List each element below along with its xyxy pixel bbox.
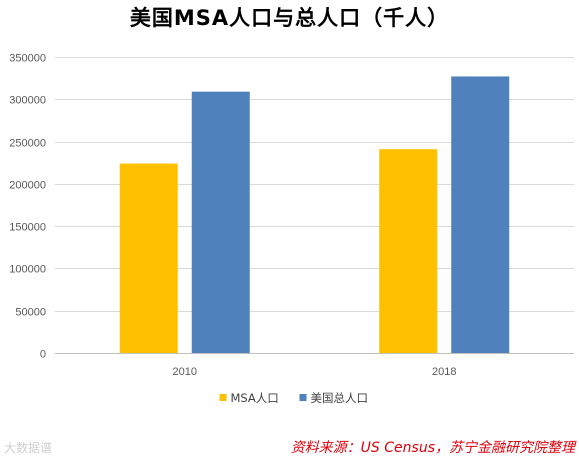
- source-note: 资料来源：US Census，苏宁金融研究院整理: [290, 440, 575, 456]
- y-tick-label: 50000: [15, 307, 46, 319]
- x-axis-ticks: 2010 2018: [173, 366, 457, 378]
- y-tick-label: 150000: [9, 222, 46, 234]
- y-axis-ticks: 0 50000 100000 150000 200000 250000 300000 3500…: [9, 53, 46, 361]
- chart-title: 美国MSA人口与总人口（千人）: [129, 6, 450, 30]
- legend-swatch: [299, 394, 307, 401]
- legend-label: MSA人口: [231, 391, 279, 405]
- bar-total-2018: [451, 76, 510, 354]
- legend-label: 美国总人口: [311, 391, 369, 405]
- y-tick-label: 0: [40, 349, 46, 361]
- x-tick-label: 2018: [432, 366, 456, 378]
- y-tick-label: 200000: [9, 180, 46, 192]
- x-tick-label: 2010: [173, 366, 197, 378]
- bar-msa-2018: [379, 149, 438, 353]
- bars: [119, 76, 510, 354]
- y-tick-label: 250000: [9, 138, 46, 150]
- watermark-text: 大数据谱: [4, 441, 53, 455]
- y-tick-label: 300000: [9, 95, 46, 107]
- y-tick-label: 100000: [9, 264, 46, 276]
- legend-swatch: [219, 394, 227, 401]
- bar-msa-2010: [119, 163, 178, 353]
- legend: MSA人口 美国总人口: [219, 391, 369, 405]
- y-tick-label: 350000: [9, 53, 46, 65]
- bar-total-2010: [191, 91, 250, 353]
